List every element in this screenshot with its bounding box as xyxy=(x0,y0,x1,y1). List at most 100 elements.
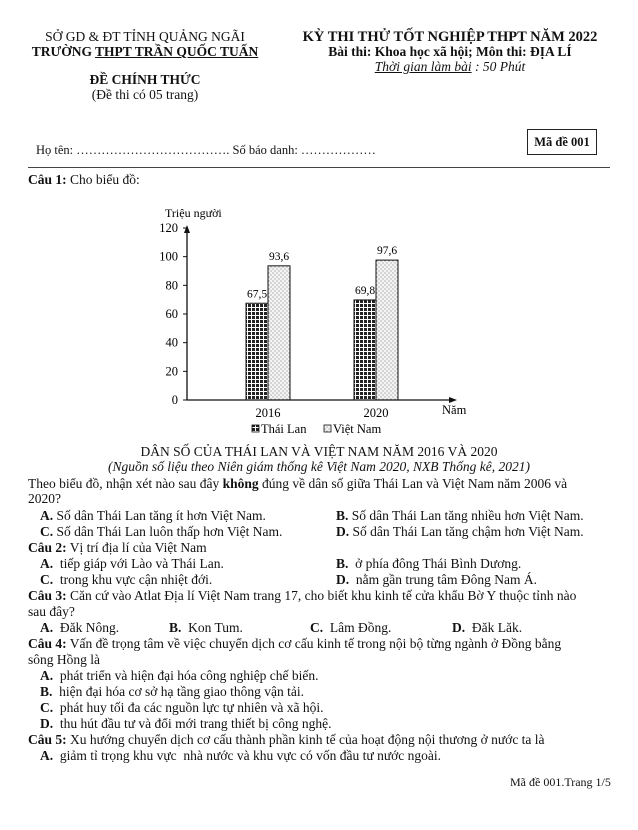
q4-label: Câu 4: xyxy=(28,636,67,651)
q4-text: Vấn đề trọng tâm về việc chuyển dịch cơ … xyxy=(66,636,562,651)
legend-swatch-thai-lan xyxy=(251,424,260,433)
q4-option-c[interactable]: C. phát huy tối đa các nguồn lực tự nhiê… xyxy=(40,700,323,716)
q2-option-c[interactable]: C. trong khu vực cận nhiệt đới. xyxy=(40,572,212,588)
x-axis-label: Năm xyxy=(442,403,467,417)
option-text: Số dân Thái Lan tăng nhiều hơn Việt Nam. xyxy=(348,508,584,523)
question-2: Câu 2: Vị trí địa lí của Việt Nam xyxy=(28,540,207,556)
q2-option-d[interactable]: D. nằm gần trung tâm Đông Nam Á. xyxy=(336,572,537,588)
option-text: ở phía đông Thái Bình Dương. xyxy=(348,556,522,571)
school-prefix: TRƯỜNG xyxy=(31,44,93,59)
q3-text: Căn cứ vào Atlat Địa lí Việt Nam trang 1… xyxy=(66,588,577,603)
option-key: D. xyxy=(452,620,466,635)
department-name: SỞ GD & ĐT TỈNH QUẢNG NGÃI xyxy=(45,29,245,44)
q5-label: Câu 5: xyxy=(28,732,67,747)
q1-option-d[interactable]: D. Số dân Thái Lan tăng chậm hơn Việt Na… xyxy=(336,524,584,540)
header-divider xyxy=(28,167,610,168)
option-text: phát huy tối đa các nguồn lực tự nhiên v… xyxy=(53,700,324,715)
option-key: A. xyxy=(40,556,54,571)
option-key: C. xyxy=(40,524,54,539)
q3-option-c[interactable]: C. Lâm Đồng. xyxy=(310,620,391,636)
exam-title: KỲ THI THỬ TỐT NGHIỆP THPT NĂM 2022 xyxy=(302,29,598,45)
exam-code-box: Mã đề 001 xyxy=(527,129,597,155)
option-text: phát triển và hiện đại hóa công nghiệp c… xyxy=(53,668,319,683)
question-4: Câu 4: Vấn đề trọng tâm về việc chuyển d… xyxy=(28,636,561,652)
q1-stem-line2: 2020? xyxy=(28,491,61,506)
y-tick-label: 100 xyxy=(159,250,178,264)
q2-option-a[interactable]: A. tiếp giáp với Lào và Thái Lan. xyxy=(40,556,224,572)
option-key: D. xyxy=(40,716,54,731)
q1-option-a[interactable]: A. Số dân Thái Lan tăng ít hơn Việt Nam. xyxy=(40,508,266,524)
option-text: hiện đại hóa cơ sở hạ tầng giao thông vậ… xyxy=(52,684,304,699)
q1-stem-bold: không xyxy=(222,476,259,491)
option-text: nằm gần trung tâm Đông Nam Á. xyxy=(349,572,537,587)
q1-option-c[interactable]: C. Số dân Thái Lan luôn thấp hơn Việt Na… xyxy=(40,524,282,540)
time-label: Thời gian làm bài xyxy=(374,59,472,74)
bar-viet-nam-2016 xyxy=(267,265,291,401)
q4-option-b[interactable]: B. hiện đại hóa cơ sở hạ tầng giao thông… xyxy=(40,684,304,700)
bar-thai-lan-2016 xyxy=(245,302,269,401)
option-key: B. xyxy=(169,620,182,635)
q3-option-d[interactable]: D. Đăk Lăk. xyxy=(452,620,522,636)
option-key: C. xyxy=(310,620,324,635)
q1-stem-a: Theo biểu đồ, nhận xét nào sau đây xyxy=(28,476,223,491)
q3-option-a[interactable]: A. Đăk Nông. xyxy=(40,620,119,636)
question-5: Câu 5: Xu hướng chuyển dịch cơ cấu thành… xyxy=(28,732,545,748)
q1-option-b[interactable]: B. Số dân Thái Lan tăng nhiều hơn Việt N… xyxy=(336,508,584,524)
option-key: B. xyxy=(40,684,53,699)
name-field: Họ tên: ………………………………. Số báo danh: ……………… xyxy=(36,143,376,157)
q3-option-b[interactable]: B. Kon Tum. xyxy=(169,620,243,636)
option-key: C. xyxy=(40,700,54,715)
x-tick-label: 2016 xyxy=(256,406,281,420)
legend-swatch-viet-nam xyxy=(323,424,332,433)
q3-label: Câu 3: xyxy=(28,588,67,603)
option-text: Đăk Lăk. xyxy=(465,620,523,635)
q4-option-a[interactable]: A. phát triển và hiện đại hóa công nghiệ… xyxy=(40,668,319,684)
bar-viet-nam-2020 xyxy=(375,259,399,401)
option-key: D. xyxy=(336,572,350,587)
option-key: C. xyxy=(40,572,54,587)
q2-label: Câu 2: xyxy=(28,540,67,555)
q1-text: Cho biểu đồ: xyxy=(66,172,140,187)
x-tick-label: 2020 xyxy=(364,406,389,420)
y-tick-label: 60 xyxy=(166,307,179,321)
exam-time: Thời gian làm bài : 50 Phút xyxy=(270,59,630,75)
q5-text: Xu hướng chuyển dịch cơ cấu thành phần k… xyxy=(66,732,545,747)
option-key: A. xyxy=(40,508,54,523)
option-text: Đăk Nông. xyxy=(53,620,120,635)
bar-thai-lan-2020 xyxy=(353,299,377,401)
q5-option-a[interactable]: A. giảm tỉ trọng khu vực nhà nước và khu… xyxy=(40,748,441,764)
time-value: : 50 Phút xyxy=(471,59,526,74)
school-name: TRƯỜNG THPT TRẦN QUỐC TUẤN xyxy=(30,44,260,60)
option-text: thu hút đầu tư và đổi mới trang thiết bị… xyxy=(53,716,332,731)
option-text: trong khu vực cận nhiệt đới. xyxy=(53,572,213,587)
option-text: Số dân Thái Lan tăng chậm hơn Việt Nam. xyxy=(349,524,584,539)
data-label: 67,5 xyxy=(247,288,267,300)
population-chart: Triệu người Năm 0 20 40 60 80 100 120 2016 67,5 9… xyxy=(159,206,467,436)
page-footer: Mã đề 001.Trang 1/5 xyxy=(510,775,611,789)
question-3: Câu 3: Căn cứ vào Atlat Địa lí Việt Nam … xyxy=(28,588,576,604)
option-text: Lâm Đồng. xyxy=(323,620,392,635)
option-key: A. xyxy=(40,668,54,683)
option-key: B. xyxy=(336,508,349,523)
option-key: A. xyxy=(40,620,54,635)
data-label: 69,8 xyxy=(355,285,375,297)
data-label: 93,6 xyxy=(269,251,289,263)
q4-option-d[interactable]: D. thu hút đầu tư và đổi mới trang thiết… xyxy=(40,716,332,732)
exam-subject: Bài thi: Khoa học xã hội; Môn thi: ĐỊA L… xyxy=(328,44,572,59)
pages-note: (Đề thi có 05 trang) xyxy=(91,87,199,102)
y-tick-label: 80 xyxy=(166,278,179,292)
y-axis-label: Triệu người xyxy=(165,206,222,220)
q3-text-line2: sau đây? xyxy=(28,604,75,619)
data-label: 97,6 xyxy=(377,245,397,257)
legend-viet-nam: Việt Nam xyxy=(333,422,381,436)
q2-text: Vị trí địa lí của Việt Nam xyxy=(66,540,207,555)
q1-stem-b: đúng về dân số giữa Thái Lan và Việt Nam… xyxy=(258,476,568,491)
q2-option-b[interactable]: B. ở phía đông Thái Bình Dương. xyxy=(336,556,521,572)
legend-thai-lan: Thái Lan xyxy=(261,422,307,436)
option-text: Số dân Thái Lan tăng ít hơn Việt Nam. xyxy=(53,508,266,523)
chart-title: DÂN SỐ CỦA THÁI LAN VÀ VIỆT NAM NĂM 2016… xyxy=(140,444,498,459)
x-axis-arrow-icon xyxy=(449,397,457,403)
option-key: D. xyxy=(336,524,350,539)
q1-label: Câu 1: xyxy=(28,172,67,187)
question-1: Câu 1: Cho biểu đồ: xyxy=(28,172,140,188)
